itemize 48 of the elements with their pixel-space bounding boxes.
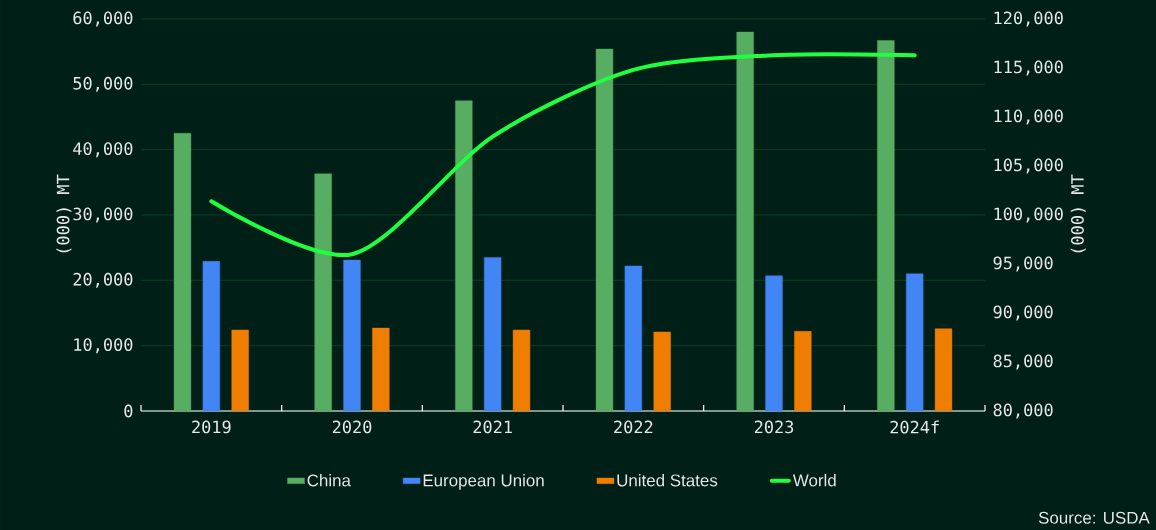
- y2-tick-label: 115,000: [994, 60, 1063, 76]
- bar: [877, 40, 895, 412]
- bar: [343, 259, 361, 412]
- bar: [794, 331, 812, 412]
- y2-axis-title: (000) MT: [1070, 174, 1086, 253]
- bar: [455, 100, 473, 412]
- x-tick-label: 2022: [614, 420, 653, 434]
- bar: [765, 275, 783, 412]
- y2-tick-label: 100,000: [994, 207, 1063, 223]
- legend-label: United States: [617, 473, 718, 487]
- bar: [173, 133, 192, 412]
- y-tick-label: 60,000: [73, 11, 133, 27]
- y2-tick-label: 85,000: [993, 354, 1053, 370]
- y2-tick-label: 110,000: [994, 109, 1063, 125]
- y2-tick-label: 105,000: [994, 158, 1063, 174]
- y2-tick-label: 80,000: [993, 403, 1053, 419]
- bar: [736, 31, 754, 412]
- bar: [624, 265, 642, 412]
- bar: [595, 48, 614, 412]
- bar: [653, 331, 671, 412]
- bar: [231, 329, 249, 412]
- y-tick-label: 10,000: [74, 338, 133, 354]
- y-tick-label: 20,000: [73, 272, 133, 288]
- y2-tick-label: 120,000: [994, 11, 1063, 27]
- legend-label: European Union: [423, 473, 544, 490]
- x-tick-label: 2019: [192, 420, 231, 434]
- bar: [934, 328, 953, 412]
- y-tick-label: 50,000: [73, 76, 133, 92]
- bar: [906, 273, 924, 412]
- x-tick-label: 2021: [473, 420, 512, 434]
- legend-label: China: [307, 473, 351, 487]
- bar: [202, 261, 220, 412]
- y-tick-label: 30,000: [73, 207, 133, 223]
- x-tick-label: 2023: [754, 420, 794, 434]
- legend-label: World: [792, 473, 836, 487]
- y2-tick-label: 90,000: [993, 305, 1053, 321]
- bar: [512, 329, 531, 412]
- bar: [372, 327, 390, 412]
- x-tick-label: 2024f: [890, 420, 939, 434]
- bar: [484, 257, 502, 412]
- bar: [314, 173, 332, 412]
- y-tick-label: 0: [124, 404, 133, 418]
- y-tick-label: 40,000: [73, 142, 133, 158]
- line-series: [209, 52, 917, 257]
- y-axis-title: (000) MT: [56, 174, 72, 253]
- source-note: Source: USDA: [1038, 511, 1150, 524]
- x-tick-label: 2020: [332, 420, 372, 434]
- y2-tick-label: 95,000: [993, 256, 1053, 272]
